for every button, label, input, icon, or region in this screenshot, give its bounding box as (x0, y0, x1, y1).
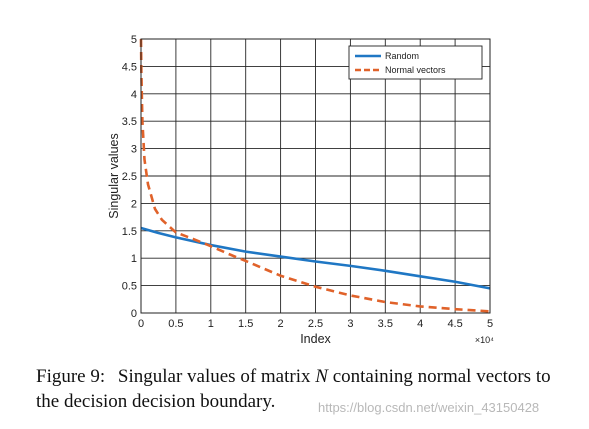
x-tick-label: 3 (347, 318, 353, 330)
y-tick-label: 1.5 (122, 226, 137, 238)
y-tick-label: 2.5 (122, 171, 137, 183)
legend-box (348, 45, 483, 80)
x-tick-label: 0.5 (168, 318, 183, 330)
series-lines (139, 38, 491, 313)
y-axis-label: Singular values (107, 133, 121, 218)
x-tick-label: 1 (208, 318, 214, 330)
watermark-text: https://blog.csdn.net/weixin_43150428 (318, 400, 540, 415)
x-tick-label: 2 (278, 318, 284, 330)
x-tick-label: 0 (138, 318, 144, 330)
x-tick-label: 2.5 (308, 318, 323, 330)
y-tick-label: 1 (131, 253, 137, 265)
y-tick-label: 2 (131, 198, 137, 210)
series-line-random (140, 226, 491, 290)
caption-math-variable: N (315, 366, 328, 387)
y-tick-label: 3.5 (122, 116, 137, 128)
caption-text-after: containing normal vectors to the decisio… (36, 366, 551, 412)
y-tick-label: 0 (131, 308, 137, 320)
x-tick-label: 4.5 (447, 318, 462, 330)
y-tick-label: 0.5 (122, 281, 137, 293)
y-tick-label: 5 (131, 34, 137, 46)
x-tick-label: 5 (487, 318, 493, 330)
y-tick-labels: 0 0.5 1 1.5 2 2.5 3 3.5 4 4.5 5 (122, 34, 137, 320)
legend-label: Random (385, 51, 419, 61)
grid-lines (140, 38, 491, 314)
legend: Random Normal vectors (348, 45, 483, 80)
x-tick-label: 1.5 (238, 318, 253, 330)
x-tick-labels: 0 0.5 1 1.5 2 2.5 3 3.5 4 4.5 5 (138, 318, 493, 330)
series-line-normal-vectors (139, 38, 491, 313)
plot-frame (140, 38, 491, 314)
x-tick-label: 3.5 (378, 318, 393, 330)
x-axis-multiplier: ×10⁴ (475, 335, 494, 345)
singular-values-chart: 0 0.5 1 1.5 2 2.5 3 3.5 4 4.5 5 0 0.5 1 1.5 2 2.5 3 3.5 4 4… (107, 34, 494, 346)
figure-label: Figure 9: (36, 366, 106, 387)
x-tick-label: 4 (417, 318, 423, 330)
legend-label: Normal vectors (385, 65, 446, 75)
y-tick-label: 4 (131, 89, 137, 101)
caption-text-before: Singular values of matrix (117, 366, 311, 387)
y-tick-label: 3 (131, 144, 137, 156)
y-tick-label: 4.5 (122, 61, 137, 73)
figure-caption: Figure 9: Singular values of matrix N co… (36, 364, 576, 414)
x-axis-label: Index (300, 332, 331, 346)
